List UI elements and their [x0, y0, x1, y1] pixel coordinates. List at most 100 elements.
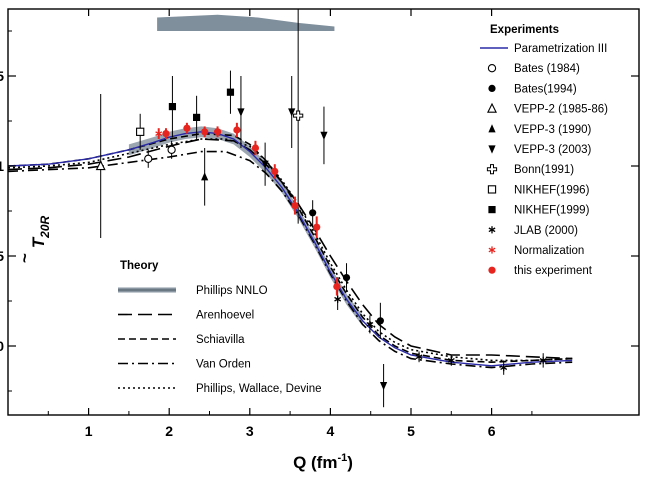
data-point-vepp-3-2003 — [288, 76, 296, 148]
legend-label: Normalization — [514, 245, 584, 257]
marker-this-experiment — [201, 128, 209, 136]
legend-swatch — [488, 266, 496, 274]
plot-frame — [7, 8, 640, 416]
marker-bonn-1991 — [293, 110, 304, 121]
y-axis-label-sub: 20R — [38, 215, 52, 238]
marker-this-experiment — [333, 283, 341, 291]
theory-legend-item-arenhoevel: Arenhoevel — [118, 310, 254, 322]
legend-label: VEPP-2 (1985-86) — [514, 104, 608, 116]
marker-this-experiment — [313, 223, 321, 231]
legend-item-vepp-3-1990: VEPP-3 (1990) — [488, 124, 592, 136]
y-tick-label: 1 — [0, 158, 4, 174]
data-point-this-experiment — [201, 126, 209, 138]
data-point-this-experiment — [291, 196, 299, 215]
legend-swatch — [487, 102, 497, 113]
data-point-jlab-2000 — [539, 353, 547, 368]
data-point-this-experiment — [333, 277, 341, 296]
data-point-bates-1994 — [342, 263, 351, 292]
legend-label: Van Orden — [196, 359, 251, 371]
marker-bates-1984 — [144, 154, 153, 163]
marker-this-experiment — [271, 167, 279, 175]
data-point-vepp-3-2003 — [237, 76, 245, 148]
marker-vepp-3-1990 — [201, 172, 209, 181]
marker-jlab-2000 — [447, 356, 455, 364]
curve-arenhoevel — [8, 138, 573, 360]
marker-vepp-3-2003 — [288, 108, 296, 117]
marker-jlab-2000 — [539, 356, 547, 364]
data-point-jlab-2000 — [500, 360, 508, 375]
y-axis-label-tilde: ~ — [15, 253, 34, 263]
marker-bates-1984 — [167, 145, 176, 154]
legend-swatch — [488, 84, 496, 92]
experiments-legend: Experiments Parametrization III Bates (19… — [480, 24, 608, 277]
legend-item-nikhef-1996: NIKHEF(1996) — [487, 184, 590, 196]
legend-item-nikhef-1999: NIKHEF(1999) — [488, 205, 590, 217]
data-point-this-experiment — [313, 216, 321, 238]
y-tick-label: 0 — [0, 338, 4, 354]
y-tick-label: 1.5 — [0, 68, 4, 84]
marker-jlab-2000 — [415, 353, 423, 361]
legend-item-bates-1994: Bates(1994) — [488, 83, 577, 95]
data-point-nikhef-1999 — [193, 95, 201, 139]
curve-parametrization-iii — [8, 131, 573, 367]
x-axis-label-sup: -1 — [337, 452, 347, 464]
legend-label: Bates(1994) — [514, 83, 577, 95]
legend-swatch — [488, 246, 496, 254]
data-point-bates-1994 — [376, 302, 384, 339]
x-tick-label: 3 — [246, 423, 254, 439]
legend-label: VEPP-3 (1990) — [514, 124, 592, 136]
legend-swatch — [488, 124, 496, 133]
legend-swatch — [488, 226, 496, 234]
x-tick-label: 1 — [85, 423, 93, 439]
y-tick-label: 0.5 — [0, 248, 4, 264]
marker-bates-1994 — [309, 209, 317, 217]
marker-this-experiment — [183, 124, 191, 132]
legend-item-jlab-2000: JLAB (2000) — [488, 225, 578, 237]
legend-item-this-experiment: this experiment — [488, 265, 593, 277]
data-point-nikhef-1996 — [136, 113, 145, 150]
marker-vepp-2-1985-86 — [95, 160, 106, 171]
legend-swatch — [487, 64, 497, 73]
phillips-nnlo-band — [128, 126, 363, 327]
data-point-jlab-2000 — [366, 315, 374, 334]
marker-bates-1994 — [342, 274, 351, 282]
legend-label: Bates (1984) — [514, 63, 580, 75]
marker-vepp-3-2003 — [237, 108, 245, 117]
legend-swatch — [488, 145, 496, 154]
x-tick-label: 5 — [407, 423, 415, 439]
y-axis-label-main: T — [29, 236, 48, 248]
marker-nikhef-1999 — [193, 113, 201, 121]
legend-label: NIKHEF(1996) — [514, 184, 590, 196]
data-point-vepp-3-2003 — [261, 142, 269, 186]
legend-swatch — [488, 206, 496, 214]
experiments-legend-title: Experiments — [490, 24, 559, 36]
data-point-jlab-2000 — [415, 351, 423, 363]
data-point-bonn-1991 — [293, 9, 304, 224]
marker-nikhef-1999 — [226, 88, 235, 96]
x-tick-label: 2 — [165, 423, 173, 439]
data-point-nikhef-1999 — [226, 70, 235, 114]
legend-label: Parametrization III — [514, 43, 607, 55]
legend-swatch — [487, 185, 497, 194]
systematic-uncertainty-band — [157, 14, 335, 32]
legend-item-normalization: Normalization — [488, 245, 584, 257]
curve-phillips-wallace-devine — [8, 138, 573, 362]
x-axis-label-main: Q (fm — [293, 453, 337, 472]
legend-label: this experiment — [514, 265, 593, 277]
marker-nikhef-1999 — [168, 103, 177, 111]
data-point-this-experiment — [271, 164, 279, 179]
theory-legend-item-phillips-nnlo: Phillips NNLO — [118, 285, 268, 297]
marker-jlab-2000 — [334, 295, 342, 303]
data-points-layer — [95, 9, 547, 408]
marker-this-experiment — [233, 126, 241, 134]
axis-ticks: 1 2 3 4 5 6 0 0.5 1 1.5 — [0, 9, 639, 439]
legend-label: NIKHEF(1999) — [514, 205, 590, 217]
theory-legend-title: Theory — [120, 260, 159, 272]
data-point-jlab-2000 — [447, 355, 455, 366]
marker-this-experiment — [213, 128, 222, 136]
data-point-bates-1984 — [167, 140, 176, 159]
data-point-this-experiment — [251, 140, 260, 156]
marker-jlab-2000 — [366, 320, 374, 328]
y-axis-label: T20R ~ — [15, 215, 52, 263]
